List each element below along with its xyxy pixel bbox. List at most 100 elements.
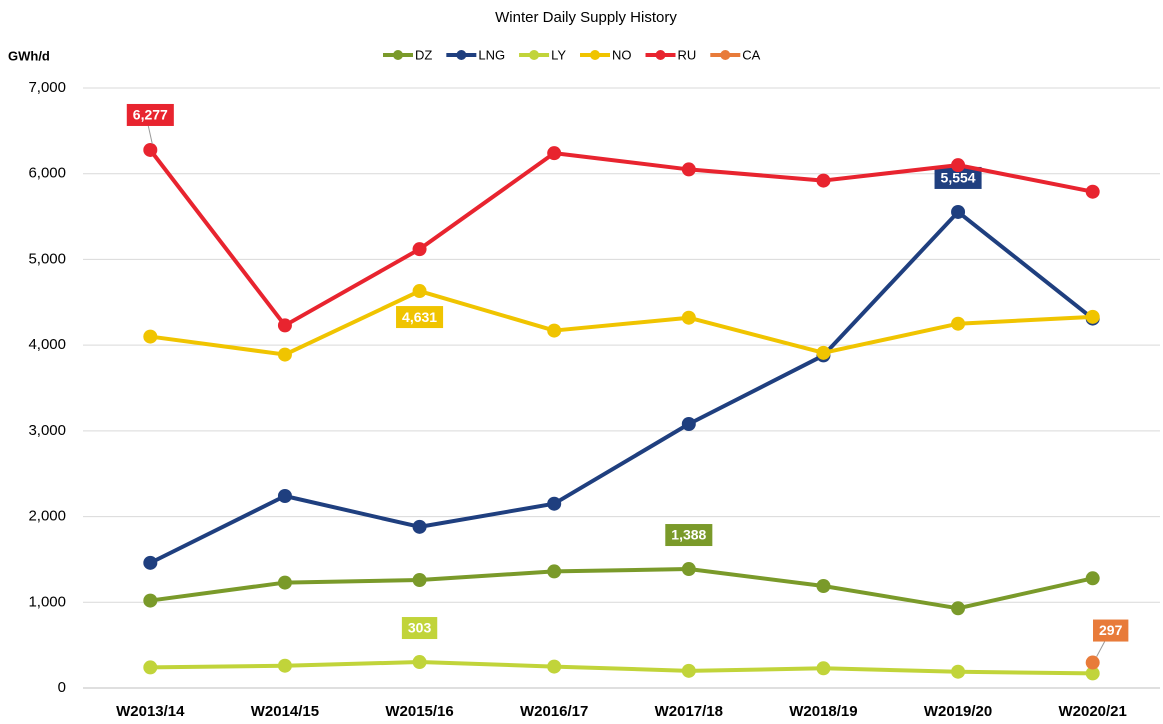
legend-marker	[456, 50, 467, 60]
x-tick-label: W2014/15	[251, 703, 319, 720]
data-label: 5,554	[941, 170, 976, 186]
series	[143, 562, 1100, 616]
y-tick-label: 4,000	[28, 336, 66, 353]
data-point	[1085, 309, 1100, 324]
data-point	[412, 573, 427, 587]
data-point	[1085, 666, 1100, 681]
data-point	[277, 347, 292, 362]
data-label: 303	[408, 620, 432, 636]
legend-label: DZ	[415, 47, 432, 62]
data-point	[681, 663, 696, 678]
legend-marker	[590, 50, 601, 60]
data-point	[547, 323, 562, 338]
data-point	[951, 664, 966, 679]
y-tick-label: 3,000	[28, 422, 66, 439]
data-point	[816, 173, 831, 188]
legend-item: CA	[710, 47, 761, 62]
data-point	[681, 310, 696, 325]
legend-label: LNG	[478, 47, 505, 62]
leader-line	[1096, 641, 1106, 657]
y-tick-label: 5,000	[28, 250, 66, 267]
chart-title: Winter Daily Supply History	[495, 9, 677, 26]
data-point	[547, 659, 562, 674]
data-point	[143, 555, 158, 570]
data-point	[681, 162, 696, 177]
data-point	[143, 329, 158, 344]
data-label-box	[1093, 619, 1129, 642]
data-point	[412, 242, 427, 257]
data-label-box	[401, 617, 438, 640]
series-line	[150, 289, 1093, 357]
y-tick-label: 7,000	[28, 79, 66, 96]
data-point	[1085, 571, 1100, 586]
data-point	[681, 417, 696, 431]
x-tick-label: W2018/19	[789, 703, 857, 720]
data-point	[277, 489, 292, 503]
legend-marker	[720, 50, 731, 60]
data-point	[1085, 655, 1100, 670]
legend-label: LY	[551, 47, 566, 62]
legend-item: NO	[580, 47, 632, 62]
data-label: 4,631	[402, 309, 437, 325]
x-tick-label: W2020/21	[1058, 703, 1126, 720]
data-label-box	[934, 166, 982, 189]
y-tick-label: 0	[58, 679, 66, 696]
data-point	[951, 601, 966, 616]
legend-label: RU	[678, 47, 697, 62]
series-line	[150, 567, 1094, 611]
series	[1085, 641, 1106, 670]
y-axis-label: GWh/d	[8, 48, 50, 63]
legend-marker	[655, 50, 666, 60]
data-label: 1,388	[671, 527, 706, 543]
data-label: 297	[1099, 622, 1123, 638]
leader-line	[147, 125, 153, 145]
series-line	[149, 209, 1094, 565]
legend-label: NO	[612, 47, 632, 62]
legend-item: RU	[645, 47, 697, 62]
data-point	[277, 658, 292, 673]
x-tick-label: W2019/20	[924, 703, 992, 720]
series-line	[150, 660, 1093, 676]
y-tick-label: 6,000	[28, 165, 66, 182]
data-point	[681, 562, 696, 577]
data-point	[816, 345, 831, 360]
legend-item: LY	[519, 47, 566, 62]
legend-marker	[393, 50, 403, 60]
legend-item: LNG	[446, 47, 505, 62]
x-tick-label: W2017/18	[655, 703, 723, 720]
y-tick-label: 2,000	[28, 508, 66, 525]
data-point	[951, 158, 966, 173]
legend-marker	[529, 50, 540, 60]
data-point	[143, 660, 158, 675]
legend-label: CA	[742, 47, 760, 62]
data-point	[547, 496, 562, 511]
data-point	[277, 575, 292, 590]
series	[143, 125, 1100, 333]
x-tick-label: W2015/16	[385, 703, 453, 720]
data-point	[412, 284, 427, 299]
data-point	[412, 655, 427, 670]
data-point	[143, 142, 158, 157]
data-point	[547, 146, 562, 161]
series	[143, 284, 1100, 362]
data-label-box	[665, 524, 713, 547]
x-tick-label: W2016/17	[520, 703, 588, 720]
data-point	[951, 316, 966, 331]
data-label: 6,277	[133, 107, 168, 123]
data-label-box	[126, 103, 174, 126]
data-point	[277, 318, 292, 333]
data-point	[412, 519, 427, 534]
legend-item: DZ	[383, 47, 432, 62]
data-point	[547, 564, 562, 579]
data-point	[951, 204, 966, 219]
data-point	[143, 593, 158, 608]
data-point	[816, 661, 831, 676]
series	[143, 655, 1100, 681]
series-line	[148, 148, 1094, 328]
data-point	[1085, 184, 1100, 199]
x-tick-label: W2013/14	[116, 703, 185, 720]
data-point	[816, 579, 831, 593]
data-label-box	[396, 306, 444, 329]
y-tick-label: 1,000	[28, 593, 66, 610]
